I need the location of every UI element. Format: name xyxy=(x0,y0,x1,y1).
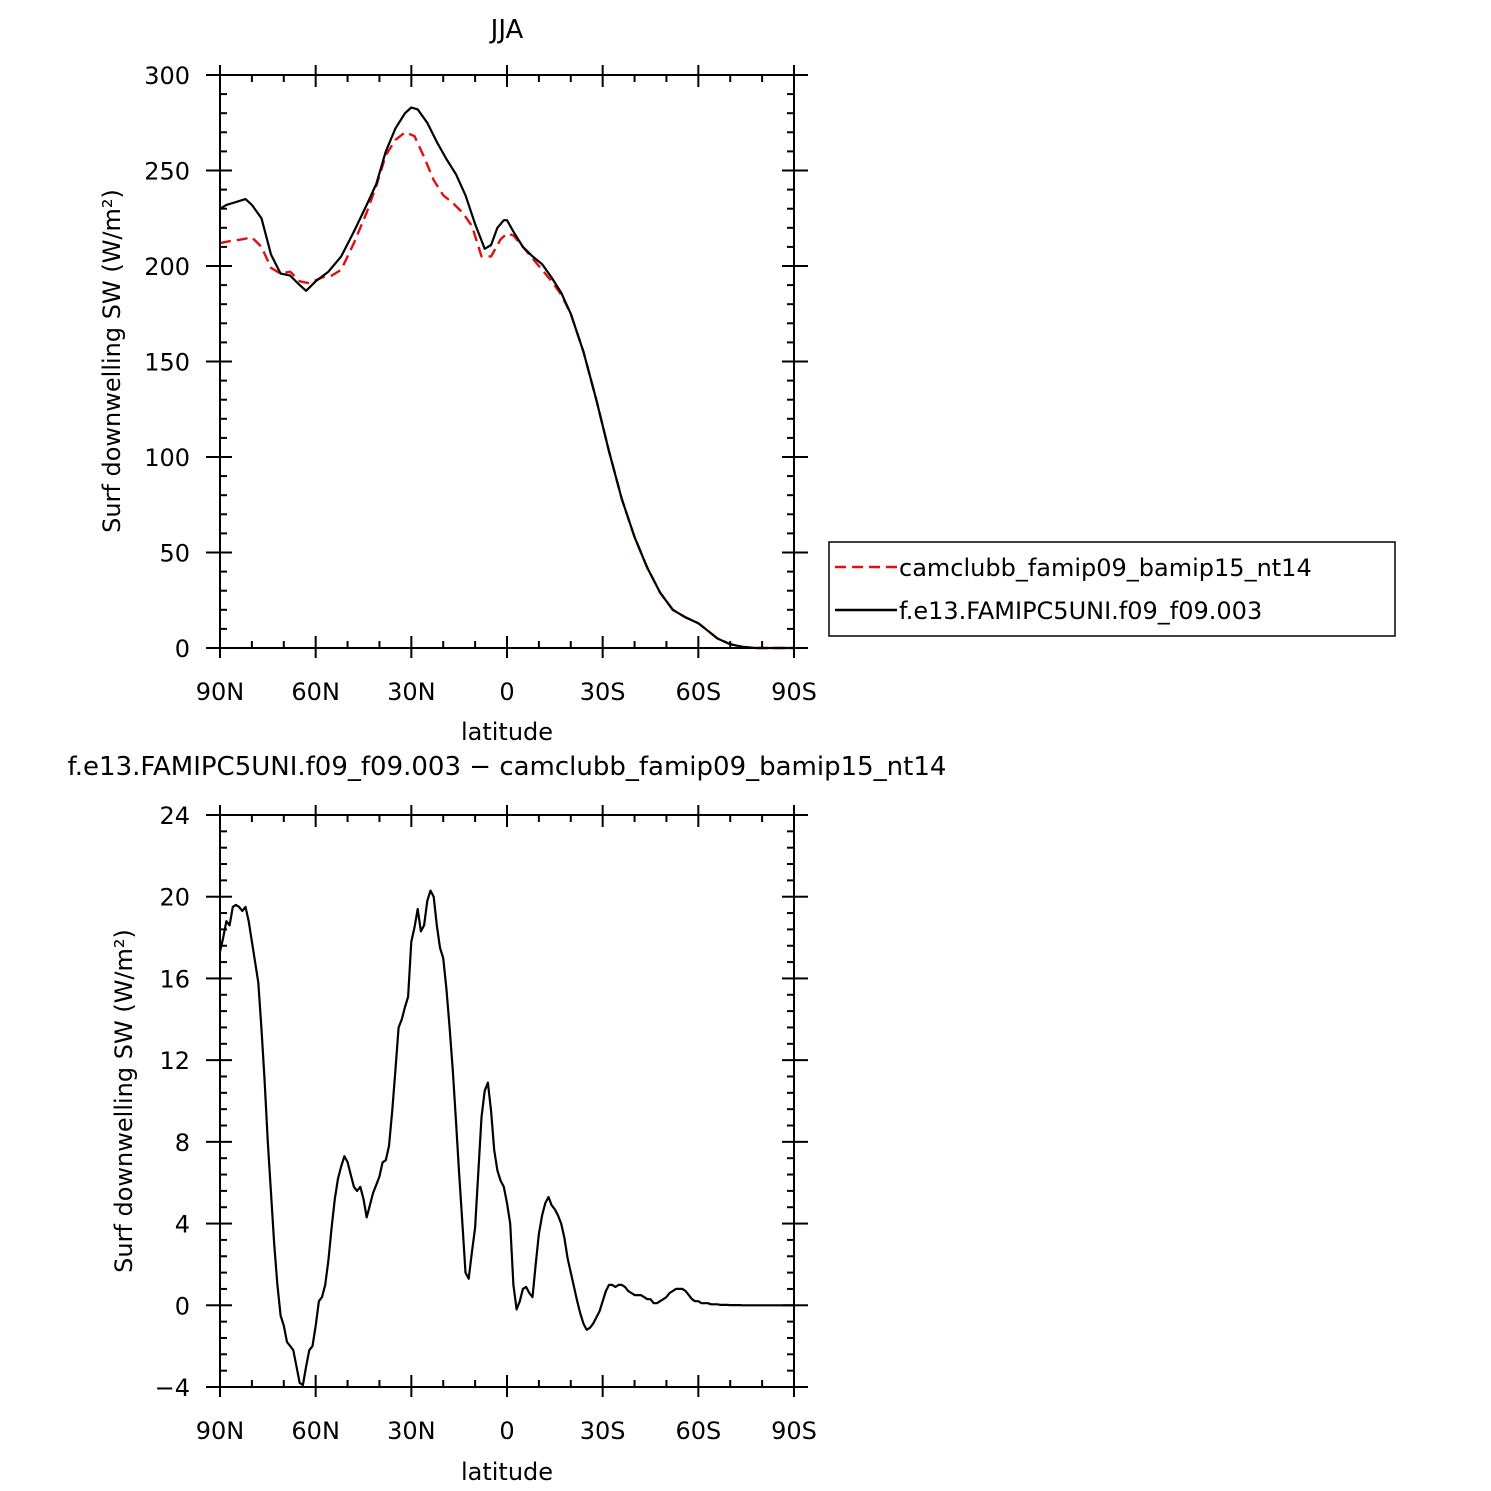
x-tick-label: 90S xyxy=(771,678,817,706)
x-tick-label: 60S xyxy=(675,1417,721,1445)
x-tick-label: 30S xyxy=(580,678,626,706)
y-tick-label: 200 xyxy=(144,253,190,281)
x-axis: 90N 60N 30N 0 30S 60S 90S xyxy=(196,805,817,1445)
y-tick-label: 8 xyxy=(175,1129,190,1157)
series-line-1 xyxy=(218,889,794,1387)
y-tick-label: 0 xyxy=(175,635,190,663)
y-axis: 0 50 100 150 200 250 300 xyxy=(144,62,808,663)
y-tick-label: 300 xyxy=(144,62,190,90)
x-tick-label: 30N xyxy=(387,678,436,706)
x-axis-label: latitude xyxy=(461,1458,553,1486)
x-tick-label: 0 xyxy=(499,678,514,706)
x-tick-label: 0 xyxy=(499,1417,514,1445)
y-tick-label: 16 xyxy=(159,965,190,993)
y-axis: −4 0 4 8 12 16 20 24 xyxy=(155,802,808,1402)
series-line-1 xyxy=(219,131,794,650)
y-tick-label: 150 xyxy=(144,349,190,377)
series-line-2 xyxy=(219,106,794,650)
x-tick-label: 90N xyxy=(196,678,245,706)
x-axis-label: latitude xyxy=(461,718,553,746)
y-tick-label: 250 xyxy=(144,158,190,186)
x-tick-label: 90S xyxy=(771,1417,817,1445)
y-tick-label: −4 xyxy=(155,1374,190,1402)
x-tick-label: 60S xyxy=(675,678,721,706)
y-tick-label: 12 xyxy=(159,1047,190,1075)
plot-frame xyxy=(219,74,795,649)
x-tick-label: 30S xyxy=(580,1417,626,1445)
chart-panel-top: JJA 90N 60N 30N 0 30S 60S 90S 0 50 100 150 200 250 300… xyxy=(98,15,1396,746)
y-tick-label: 4 xyxy=(175,1211,190,1239)
legend: camclubb_famip09_bamip15_nt14 f.e13.FAMIP… xyxy=(828,541,1396,637)
chart-panel-bottom: f.e13.FAMIPC5UNI.f09_f09.003 − camclubb_… xyxy=(68,752,947,1486)
chart-title: JJA xyxy=(489,15,524,45)
plot-frame xyxy=(219,814,795,1388)
x-tick-label: 30N xyxy=(387,1417,436,1445)
y-tick-label: 50 xyxy=(159,540,190,568)
y-tick-label: 0 xyxy=(175,1292,190,1320)
x-tick-label: 60N xyxy=(291,1417,340,1445)
chart-title: f.e13.FAMIPC5UNI.f09_f09.003 − camclubb_… xyxy=(68,752,947,782)
y-axis-label: Surf downwelling SW (W/m²) xyxy=(98,189,126,533)
legend-label: f.e13.FAMIPC5UNI.f09_f09.003 xyxy=(899,597,1262,625)
y-tick-label: 20 xyxy=(159,884,190,912)
y-tick-label: 24 xyxy=(159,802,190,830)
x-axis: 90N 60N 30N 0 30S 60S 90S xyxy=(196,65,817,706)
y-tick-label: 100 xyxy=(144,444,190,472)
x-tick-label: 90N xyxy=(196,1417,245,1445)
y-axis-label: Surf downwelling SW (W/m²) xyxy=(110,929,138,1273)
x-tick-label: 60N xyxy=(291,678,340,706)
legend-label: camclubb_famip09_bamip15_nt14 xyxy=(899,554,1312,582)
